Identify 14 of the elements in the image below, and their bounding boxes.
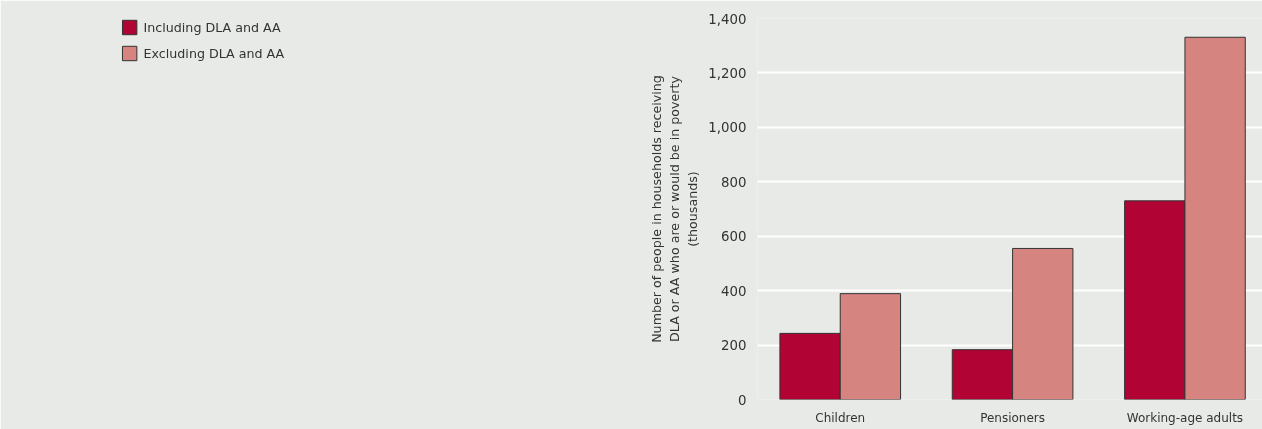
x-tick-label: Pensioners: [980, 410, 1046, 425]
y-tick-label: 1,200: [708, 65, 747, 81]
y-tick-label: 0: [738, 392, 747, 408]
y-tick-label: 400: [721, 283, 747, 299]
x-tick-label: Children: [815, 410, 866, 425]
y-tick-label: 600: [721, 229, 747, 245]
legend-label: Excluding DLA and AA: [143, 45, 285, 61]
legend-label: Including DLA and AA: [143, 19, 281, 35]
y-axis-title: Number of people in households receiving DLA or AA who are or would be in poverty (thousands): [649, 75, 701, 343]
y-tick-label: 200: [721, 338, 747, 354]
y-tick-label: 800: [721, 174, 747, 190]
y-tick-label: 1,400: [708, 11, 747, 27]
x-tick-label: Working-age adults: [1126, 410, 1244, 425]
y-tick-label: 1,000: [708, 120, 747, 136]
